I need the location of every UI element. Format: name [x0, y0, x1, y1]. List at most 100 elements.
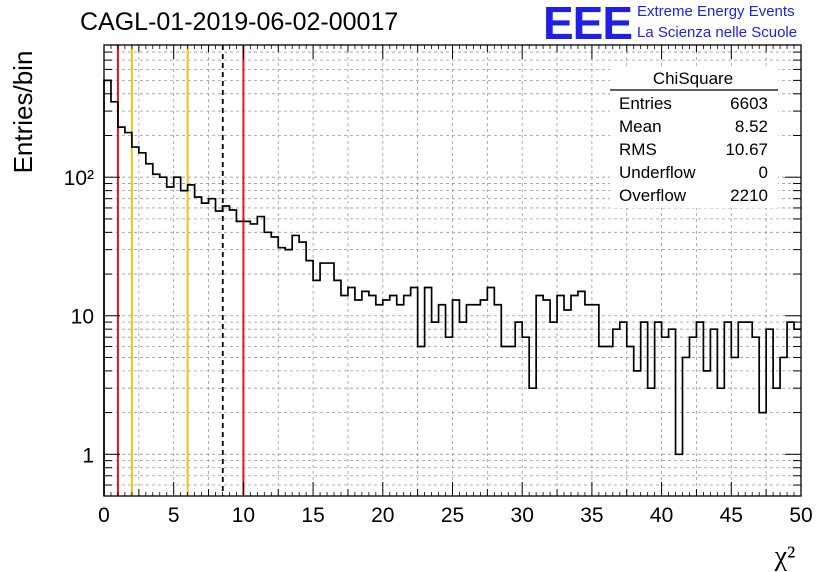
x-tick-label: 35 [580, 504, 603, 527]
histogram-bin [446, 337, 453, 496]
x-tick-label: 5 [168, 504, 180, 527]
histogram-bin [738, 322, 745, 496]
histogram-bin [348, 287, 355, 496]
histogram-bin [397, 305, 404, 496]
histogram-bin [515, 322, 522, 496]
histogram-bin [599, 346, 606, 496]
histogram-bin [264, 232, 271, 496]
histogram-bin [655, 322, 662, 496]
histogram-bin [111, 102, 118, 496]
histogram-bin [466, 305, 473, 496]
histogram-bin [787, 322, 794, 496]
stats-box: ChiSquare Entries 6603 Mean 8.52 RMS 10.67 Und… [610, 66, 778, 208]
histogram-bin [731, 357, 738, 496]
histogram-bin [202, 203, 209, 496]
histogram-bin [578, 291, 585, 496]
histogram-bin [243, 221, 250, 496]
histogram-bin [459, 322, 466, 496]
histogram-bin [355, 300, 362, 496]
histogram-bin [292, 235, 299, 496]
histogram-bin [501, 346, 508, 496]
histogram-bin [167, 187, 174, 496]
x-tick-label: 10 [232, 504, 255, 527]
histogram-bin [613, 329, 620, 496]
x-tick-label: 45 [720, 504, 743, 527]
histogram-bin [717, 388, 724, 496]
y-tick-label: 10² [64, 167, 94, 190]
x-tick-label: 15 [301, 504, 324, 527]
histogram-bin [383, 300, 390, 496]
histogram-bin [508, 346, 515, 496]
histogram-bin [683, 357, 690, 496]
stats-row-value: 2210 [730, 186, 768, 205]
stats-title: ChiSquare [653, 69, 733, 88]
histogram-bin [662, 337, 669, 496]
histogram-bin [585, 305, 592, 496]
histogram-bin [494, 305, 501, 496]
histogram-bin [627, 346, 634, 496]
y-tick-label: 1 [82, 444, 94, 467]
histogram-bin [487, 287, 494, 496]
stats-row-value: 0 [759, 163, 768, 182]
histogram-bin [132, 147, 139, 496]
histogram-bin [285, 250, 292, 496]
histogram-bin [188, 185, 195, 496]
histogram-bin [745, 322, 752, 496]
histogram-bin [118, 127, 125, 496]
y-tick-label: 10 [71, 306, 94, 329]
histogram-bin [146, 164, 153, 496]
histogram-bin [299, 242, 306, 496]
histogram-bin [174, 177, 181, 496]
histogram-bin [620, 322, 627, 496]
histogram-bin [222, 206, 229, 496]
histogram-bin [195, 197, 202, 496]
tick-labels: 0 5 10 15 20 25 30 35 40 45 50 1 10 10² [64, 167, 813, 527]
histogram-bin [425, 287, 432, 496]
histogram-bin [703, 371, 710, 496]
histogram-bin [634, 371, 641, 496]
histogram-bin [543, 300, 550, 496]
histogram-bin [229, 210, 236, 496]
histogram-bin [592, 305, 599, 496]
histogram-bin [689, 337, 696, 496]
logo-line-2: La Scienza nelle Scuole [637, 24, 798, 41]
histogram-bin [369, 296, 376, 496]
histogram-bin [752, 337, 759, 496]
histogram-bin [306, 261, 313, 496]
x-tick-label: 40 [650, 504, 673, 527]
histogram-bin [411, 287, 418, 496]
histogram-bin [550, 322, 557, 496]
histogram-bin [257, 217, 264, 496]
histogram-bin [104, 80, 111, 496]
histogram-bin [320, 263, 327, 496]
histogram-bin [341, 296, 348, 496]
x-tick-label: 20 [371, 504, 394, 527]
histogram-bin [139, 153, 146, 496]
x-tick-label: 25 [441, 504, 464, 527]
histogram-bin [327, 263, 334, 496]
histogram-bin [648, 388, 655, 496]
stats-row-label: Overflow [619, 186, 687, 205]
histogram-bin [759, 413, 766, 496]
stats-row-label: RMS [619, 140, 657, 159]
stats-row-value: 6603 [730, 94, 768, 113]
histogram-bin [278, 248, 285, 496]
histogram-bin [780, 357, 787, 496]
histogram-bin [390, 296, 397, 496]
grid-layer [104, 44, 801, 497]
histogram-bin [676, 454, 683, 496]
run-title: CAGL-01-2019-06-02-00017 [80, 8, 399, 36]
histogram-bin [404, 296, 411, 496]
y-axis-label: Entries/bin [8, 51, 38, 174]
histogram-bin [724, 322, 731, 496]
histogram-bin [209, 199, 216, 496]
axis-ticks [103, 44, 802, 497]
histogram-bin [696, 322, 703, 496]
histogram-bin [766, 329, 773, 496]
histogram-bin [250, 224, 257, 496]
histogram-bin [236, 221, 243, 496]
histogram-layer [103, 79, 801, 496]
histogram-bin [153, 174, 160, 496]
histogram-bin [536, 296, 543, 496]
